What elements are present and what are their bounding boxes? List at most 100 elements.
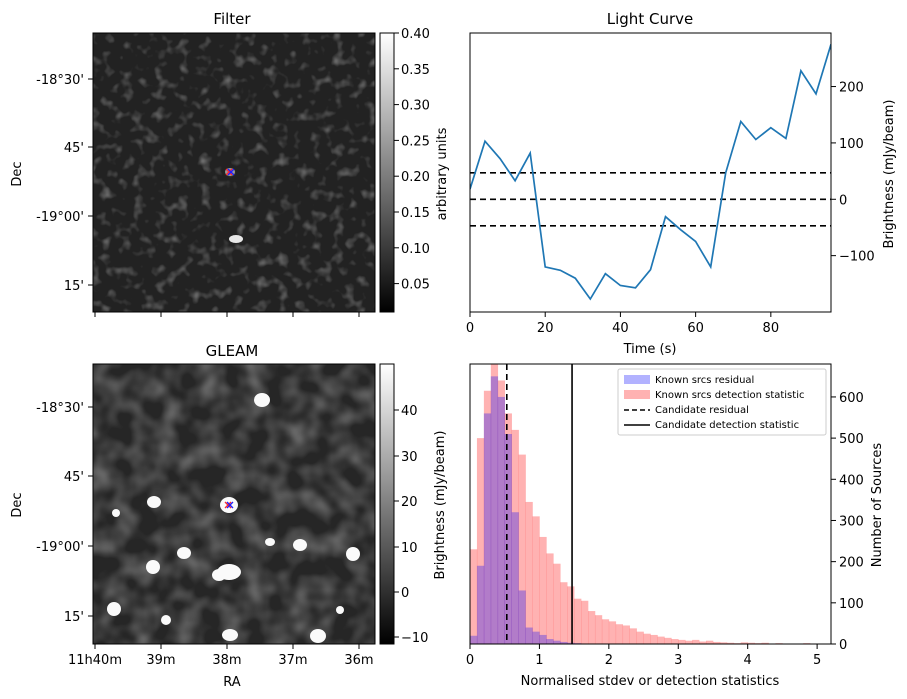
histogram-x-tick-label: 3	[674, 653, 682, 668]
filter-colorbar-tick-label: 0.05	[401, 278, 430, 293]
residual-bar	[518, 590, 526, 644]
gleam-colorbar-tick-label: 0	[401, 586, 409, 601]
residual-bar	[511, 512, 519, 644]
detection-bar	[546, 553, 554, 644]
histogram-frame	[469, 363, 832, 645]
filter-colorbar-tick-label: 0.10	[401, 242, 430, 257]
residual-bar	[525, 627, 533, 644]
filter-colorbar-tick-label: 0.20	[401, 170, 430, 185]
detection-bar	[685, 640, 693, 644]
histogram-x-tick-label: 1	[535, 653, 543, 668]
histogram-x-tick-label: 5	[813, 653, 821, 668]
gleam-x-ticks: 11h40m 39m 38m 37m 36m	[68, 644, 374, 668]
gleam-candidate-marker	[224, 501, 234, 509]
gleam-x-tick-label: 38m	[212, 653, 241, 668]
lightcurve-x-tick-label: 0	[466, 321, 474, 336]
filter-colorbar-tick-label: 0.25	[401, 134, 430, 149]
detection-bar	[761, 642, 769, 644]
gleam-colorbar-tick-label: 10	[401, 541, 418, 556]
detection-bar	[636, 631, 644, 644]
detection-bar	[657, 636, 665, 644]
detection-bar	[553, 563, 561, 644]
gleam-sources	[107, 393, 360, 643]
gleam-y-tick-label: -18°30'	[36, 401, 84, 416]
gleam-x-tick-label: 39m	[146, 653, 175, 668]
lightcurve-x-tick-label: 60	[687, 321, 704, 336]
gleam-title: GLEAM	[206, 342, 259, 360]
detection-bar	[525, 501, 533, 644]
detection-bar	[615, 624, 624, 644]
legend-label: Known srcs residual	[655, 375, 754, 386]
gleam-colorbar-tick-label: 20	[401, 495, 418, 510]
detection-bar	[601, 619, 610, 644]
detection-bar	[539, 536, 547, 644]
detection-bar	[692, 639, 700, 644]
filter-y-tick-label: -18°30'	[36, 73, 84, 88]
residual-bar	[483, 413, 492, 644]
residual-bar	[470, 635, 478, 644]
filter-colorbar-tick-label: 0.30	[401, 99, 430, 114]
gleam-y-tick-label: 15'	[64, 610, 84, 625]
histogram-y-tick-label: 100	[839, 597, 864, 612]
gleam-x-tick-label: 11h40m	[68, 653, 122, 668]
histogram-x-tick-label: 2	[605, 653, 613, 668]
detection-bar	[483, 390, 492, 644]
detection-bar	[504, 413, 512, 644]
detection-bar	[497, 380, 506, 644]
residual-bar	[553, 640, 561, 644]
detection-bar	[719, 642, 728, 644]
detection-bar	[678, 639, 686, 644]
filter-title: Filter	[213, 10, 251, 28]
detection-bar	[706, 640, 714, 644]
lightcurve-x-tick-label: 80	[763, 321, 780, 336]
lightcurve-x-tick-label: 40	[612, 321, 629, 336]
gleam-x-tick-label: 37m	[278, 653, 307, 668]
filter-frame	[92, 32, 376, 313]
histogram-ylabel: Number of Sources	[870, 443, 885, 568]
lightcurve-line	[470, 44, 831, 301]
lightcurve-y-tick-label: 0	[839, 193, 847, 208]
detection-bar	[560, 582, 568, 644]
histogram-x-tick-label: 0	[466, 653, 474, 668]
detection-bar	[608, 621, 617, 644]
gleam-colorbar-label: Brightness (mJy/beam)	[433, 431, 448, 580]
lightcurve-title: Light Curve	[607, 10, 693, 28]
histogram-xlabel: Normalised stdev or detection statistics	[521, 674, 780, 689]
lightcurve-y-tick-label: 200	[839, 81, 864, 96]
filter-panel: Filter -18°30' 45' -19°00' 15'	[10, 10, 450, 317]
legend-swatch-detection	[624, 390, 650, 399]
gleam-colorbar-tick-label: 30	[401, 450, 418, 465]
gleam-ylabel: Dec	[10, 492, 25, 517]
filter-colorbar-tick-label: 0.40	[401, 27, 430, 42]
filter-colorbar-tick-label: 0.35	[401, 63, 430, 78]
histogram-y-tick-label: 0	[839, 638, 847, 653]
histogram-y-tick-label: 300	[839, 514, 864, 529]
detection-bar	[567, 586, 575, 644]
gleam-colorbar-tick-label: −10	[401, 631, 428, 646]
detection-bar	[650, 634, 658, 644]
histogram-y-tick-label: 600	[839, 391, 864, 406]
filter-candidate-marker	[225, 168, 235, 176]
gleam-colorbar	[379, 363, 395, 645]
filter-y-tick-label: 15'	[64, 279, 84, 294]
lightcurve-xlabel: Time (s)	[623, 342, 677, 357]
detection-bar	[490, 364, 499, 644]
lightcurve-y-tick-label: −100	[839, 250, 875, 265]
residual-bar	[476, 565, 485, 644]
detection-bar	[622, 625, 630, 644]
detection-bar	[511, 429, 519, 644]
detection-bar	[747, 642, 755, 644]
detection-bar	[581, 600, 589, 644]
residual-bar	[497, 396, 506, 644]
filter-ylabel: Dec	[10, 161, 25, 186]
filter-y-tick-label: 45'	[64, 141, 84, 156]
detection-bar	[671, 639, 679, 644]
residual-bar	[532, 631, 540, 644]
histogram-y-tick-label: 200	[839, 556, 864, 571]
filter-y-ticks: -18°30' 45' -19°00' 15'	[36, 73, 93, 294]
detection-bar	[629, 628, 637, 644]
lightcurve-panel: Light Curve 0 20 40 60 80 −100 0 100 200 Time (…	[466, 10, 897, 357]
filter-colorbar-ticks: 0.40 0.35 0.30 0.25 0.20 0.15 0.10 0.05	[394, 27, 430, 293]
histogram-panel: 0 1 2 3 4 5 0 100 200 300 400 500 600 Normalised st…	[466, 363, 885, 689]
